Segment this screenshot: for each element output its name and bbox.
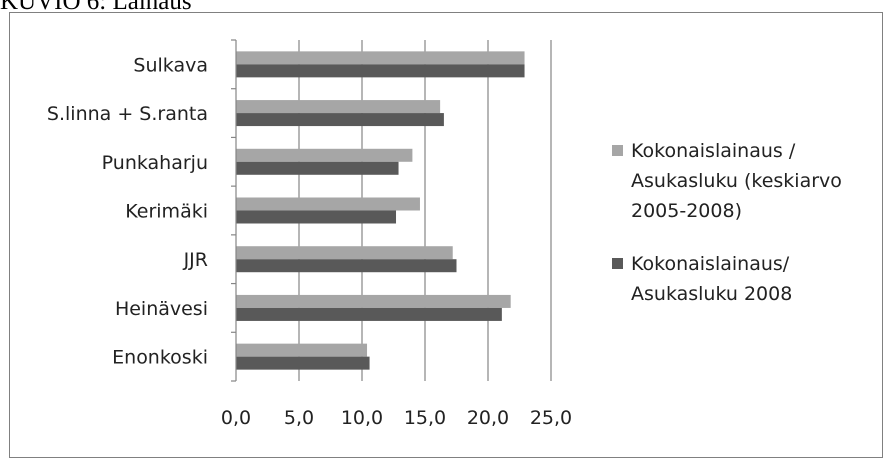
legend-label: Asukasluku (keskiarvo: [631, 170, 842, 192]
legend-label: Kokonaislainaus/: [631, 253, 790, 275]
x-tick-label: 20,0: [467, 407, 509, 429]
bar-2008: [236, 161, 399, 175]
labels: 0,0 5,0 10,0 15,0 20,0 25,0 Sulkava S.linna + S…: [47, 54, 572, 429]
bar-average: [236, 343, 368, 357]
x-tick-label: 15,0: [404, 407, 446, 429]
legend-label: 2005-2008): [631, 200, 742, 222]
bar-2008: [236, 307, 502, 321]
category-label: Enonkoski: [112, 347, 208, 369]
legend-swatch: [612, 145, 623, 156]
bar-average: [236, 100, 441, 114]
legend-label: Asukasluku 2008: [631, 283, 792, 305]
legend-swatch: [612, 258, 623, 269]
bar-average: [236, 148, 413, 162]
bar-2008: [236, 210, 397, 224]
bar-average: [236, 294, 511, 308]
x-tick-label: 5,0: [284, 407, 314, 429]
category-label: Sulkava: [133, 54, 208, 76]
bar-average: [236, 246, 453, 260]
legend: Kokonaislainaus / Asukasluku (keskiarvo 20…: [612, 140, 842, 305]
figure-caption: KUVIO 6: Lainaus: [0, 0, 192, 15]
bars: [236, 51, 525, 370]
category-label: Kerimäki: [125, 201, 208, 223]
bar-2008: [236, 356, 370, 370]
bar-average: [236, 197, 420, 211]
x-tick-label: 0,0: [221, 407, 251, 429]
x-tick-label: 10,0: [341, 407, 383, 429]
legend-label: Kokonaislainaus /: [631, 140, 796, 162]
bar-average: [236, 51, 525, 65]
bar-2008: [236, 64, 525, 78]
category-label: S.linna + S.ranta: [47, 103, 208, 125]
category-label: Punkaharju: [102, 152, 208, 174]
category-label: Heinävesi: [115, 298, 208, 320]
axes: [231, 39, 237, 382]
x-tick-label: 25,0: [530, 407, 572, 429]
bar-2008: [236, 113, 444, 127]
category-label: JJR: [183, 249, 208, 271]
chart-frame: [9, 12, 883, 458]
bar-2008: [236, 259, 457, 273]
